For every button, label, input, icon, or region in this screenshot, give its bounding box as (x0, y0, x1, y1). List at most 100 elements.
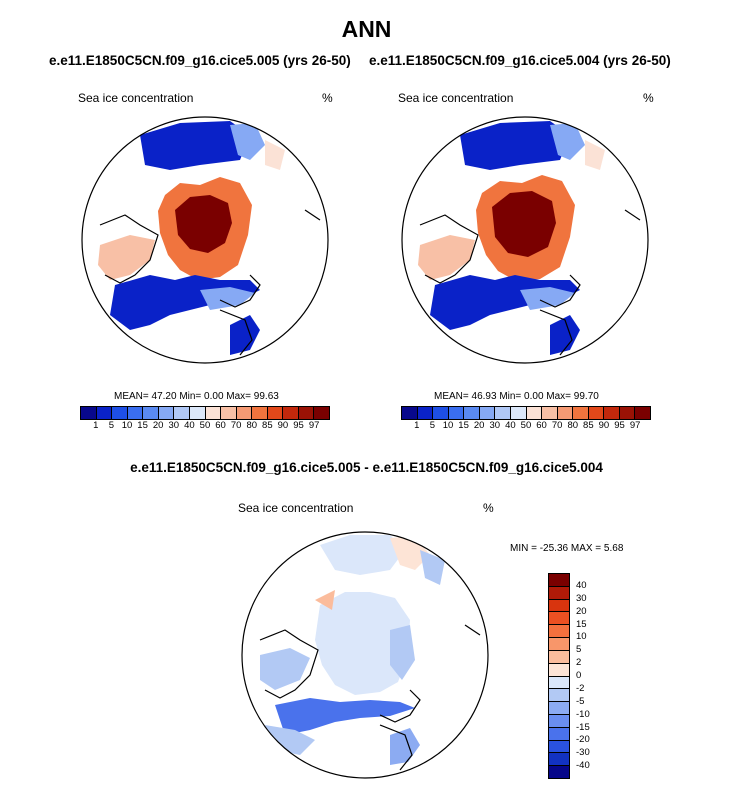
diff-colorbar-tick-label: 2 (576, 657, 582, 669)
panel1-stats: MEAN= 47.20 Min= 0.00 Max= 99.63 (114, 391, 279, 402)
diff-colorbar-tick-label: 20 (576, 605, 587, 617)
diff-colorbar-tick-label: 40 (576, 579, 587, 591)
diff-colorbar-swatch (549, 586, 569, 600)
difference-map-fields (260, 535, 445, 765)
colorbar-tick-label: 90 (277, 420, 289, 431)
panel1-variable-label: Sea ice concentration (78, 91, 194, 105)
colorbar-swatch (526, 407, 543, 419)
colorbar-swatch (573, 407, 589, 419)
diff-colorbar-tick-label: -2 (576, 682, 585, 694)
colorbar-swatch (189, 407, 206, 419)
colorbar-tick-label: 30 (168, 420, 180, 431)
colorbar-swatch (143, 407, 159, 419)
colorbar-tick-label: 70 (230, 420, 242, 431)
colorbar-swatch (127, 407, 144, 419)
difference-map-boundary (241, 531, 489, 779)
colorbar-swatch (96, 407, 113, 419)
panel3-variable-label: Sea ice concentration (238, 501, 354, 515)
diff-colorbar-tick-label: -10 (576, 708, 590, 720)
diff-colorbar-swatch (549, 689, 569, 703)
diff-colorbar-swatch (549, 714, 569, 728)
diff-colorbar-tick-label: -15 (576, 721, 590, 733)
diff-colorbar-swatch (549, 625, 569, 639)
colorbar-tick-label: 95 (293, 420, 304, 431)
colorbar-tick-label: 15 (137, 420, 148, 431)
diff-colorbar-swatch (549, 650, 569, 664)
colorbar-tick-label: 70 (551, 420, 563, 431)
difference-polar-map (241, 531, 489, 779)
diff-colorbar-tick-label: -5 (576, 695, 585, 707)
colorbar-swatch (635, 407, 650, 419)
diff-colorbar-swatch (549, 599, 569, 613)
colorbar-tick-label: 60 (215, 420, 226, 431)
colorbar-swatch (314, 407, 329, 419)
difference-colorbar: 40 30 20 15 10 5 2 0 -2 -5 -10 -15 -20 -30 -40 (548, 573, 598, 779)
colorbar-tick-label: 97 (308, 420, 320, 431)
panel1-units-label: % (322, 91, 333, 105)
colorbar-swatch (267, 407, 284, 419)
colorbar-tick-label: 50 (199, 420, 211, 431)
colorbar-swatch (448, 407, 465, 419)
colorbar-swatch (205, 407, 222, 419)
colorbar-tick-label: 1 (93, 420, 99, 431)
diff-colorbar-swatch (549, 574, 569, 587)
colorbar-tick-label: 60 (536, 420, 547, 431)
diff-colorbar-tick-label: 0 (576, 670, 582, 681)
colorbar-swatch (464, 407, 480, 419)
colorbar-tick-label: 10 (121, 420, 133, 431)
colorbar-swatch (158, 407, 175, 419)
colorbar-tick-label: 5 (429, 420, 436, 431)
panel1-coastlines (99, 209, 321, 356)
right-case-title: e.e11.E1850C5CN.f09_g16.cice5.004 (yrs 2… (369, 53, 671, 68)
colorbar-swatch (417, 407, 434, 419)
colorbar-tick-label: 10 (442, 420, 454, 431)
panel2-polar-map (401, 116, 649, 364)
diff-colorbar-tick-label: -30 (576, 747, 590, 759)
diff-colorbar-spacer (576, 771, 590, 784)
diff-colorbar-tick-label: 30 (576, 592, 587, 604)
diff-colorbar-swatch (549, 676, 569, 690)
colorbar-swatch (557, 407, 574, 419)
colorbar-swatch (433, 407, 449, 419)
colorbar-tick-label: 20 (473, 420, 485, 431)
diff-colorbar-swatch (549, 638, 569, 651)
colorbar-swatch (283, 407, 299, 419)
panel1-map-fields (98, 121, 285, 355)
diff-colorbar-tick-label: 5 (576, 644, 582, 656)
colorbar-swatch (479, 407, 496, 419)
panel2-coastlines (419, 209, 641, 356)
colorbar-tick-label: 40 (184, 420, 195, 431)
diff-colorbar-swatch (549, 766, 569, 778)
diff-colorbar-swatch (549, 663, 569, 677)
diff-colorbar-swatch (549, 702, 569, 715)
panel2-colorbar-swatches (401, 406, 651, 420)
colorbar-swatch (298, 407, 315, 419)
colorbar-swatch (510, 407, 527, 419)
colorbar-tick-label: 20 (152, 420, 164, 431)
diff-colorbar-swatch (549, 753, 569, 767)
colorbar-swatch (588, 407, 605, 419)
panel1-polar-map (81, 116, 329, 364)
diff-colorbar-swatch (549, 740, 569, 754)
panel2-units-label: % (643, 91, 654, 105)
colorbar-swatch (221, 407, 237, 419)
panel2-variable-label: Sea ice concentration (398, 91, 514, 105)
colorbar-tick-label: 1 (414, 420, 420, 431)
panel2-map-boundary (401, 116, 649, 364)
panel2-map-fields (418, 121, 605, 355)
colorbar-tick-label: 40 (505, 420, 516, 431)
panel1-colorbar-labels: 1 5 10 15 20 30 40 50 60 70 80 85 90 95 97 (80, 420, 330, 431)
difference-colorbar-labels: 40 30 20 15 10 5 2 0 -2 -5 -10 -15 -20 -30 -40 (576, 573, 590, 779)
colorbar-tick-label: 97 (629, 420, 641, 431)
colorbar-tick-label: 50 (520, 420, 532, 431)
diff-colorbar-swatch (549, 612, 569, 626)
panel3-units-label: % (483, 501, 494, 515)
diff-colorbar-tick-label: -40 (576, 760, 590, 772)
colorbar-swatch (542, 407, 558, 419)
panel1-map-boundary (81, 116, 329, 364)
difference-colorbar-swatches (548, 573, 570, 779)
colorbar-swatch (174, 407, 190, 419)
colorbar-tick-label: 90 (598, 420, 610, 431)
colorbar-tick-label: 30 (489, 420, 501, 431)
diff-colorbar-swatch (549, 727, 569, 741)
